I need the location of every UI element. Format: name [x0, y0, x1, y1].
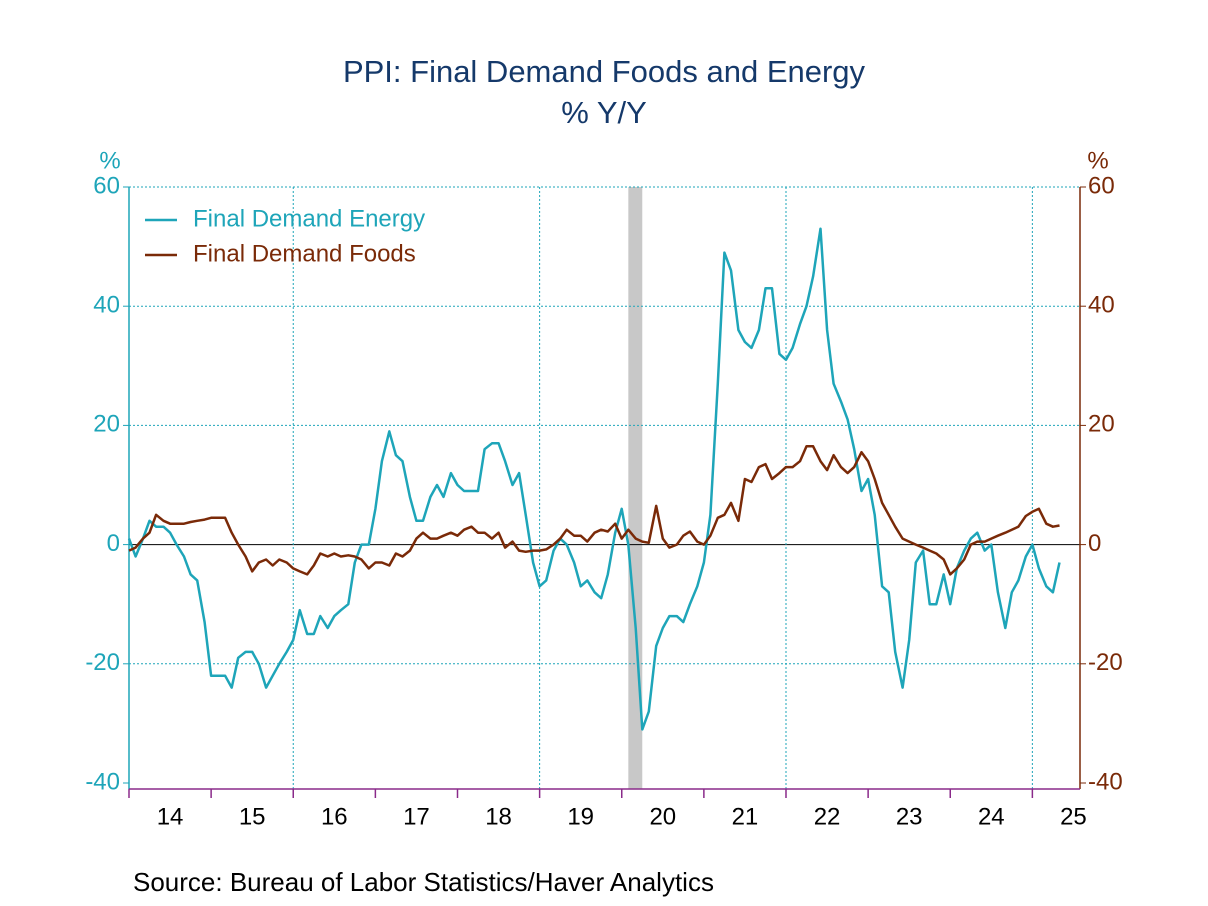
x-tick-label: 15: [239, 803, 266, 830]
series-line: [128, 445, 1060, 576]
recession-band: [628, 187, 643, 789]
x-tick-label: 25: [1060, 803, 1087, 830]
y2-tick-label: 20: [1088, 411, 1115, 438]
x-tick-label: 22: [814, 803, 841, 830]
y-axis-label: %: [99, 147, 120, 174]
y2-axis-label: %: [1087, 147, 1108, 174]
legend-label: Final Demand Foods: [193, 240, 416, 267]
y-tick-label: -20: [85, 649, 120, 676]
x-tick-label: 24: [978, 803, 1005, 830]
chart-subtitle: % Y/Y: [561, 95, 647, 130]
y2-tick-label: 0: [1088, 530, 1101, 557]
x-tick-label: 17: [403, 803, 430, 830]
y2-tick-label: -20: [1088, 649, 1123, 676]
x-tick-label: 23: [896, 803, 923, 830]
chart-title: PPI: Final Demand Foods and Energy: [343, 54, 866, 89]
x-tick-label: 20: [649, 803, 676, 830]
x-tick-label: 18: [485, 803, 512, 830]
series-line: [127, 227, 1061, 731]
y-tick-label: -40: [85, 768, 120, 795]
y2-tick-label: 40: [1088, 292, 1115, 319]
y-tick-label: 40: [93, 292, 120, 319]
legend-label: Final Demand Energy: [193, 205, 425, 232]
x-tick-label: 21: [732, 803, 759, 830]
x-tick-label: 16: [321, 803, 348, 830]
x-tick-label: 14: [157, 803, 184, 830]
x-tick-label: 19: [567, 803, 594, 830]
y-tick-label: 20: [93, 411, 120, 438]
y2-tick-label: -40: [1088, 768, 1123, 795]
y2-tick-label: 60: [1088, 172, 1115, 199]
y-tick-label: 60: [93, 172, 120, 199]
y-tick-label: 0: [107, 530, 120, 557]
source-note: Source: Bureau of Labor Statistics/Haver…: [133, 867, 714, 897]
